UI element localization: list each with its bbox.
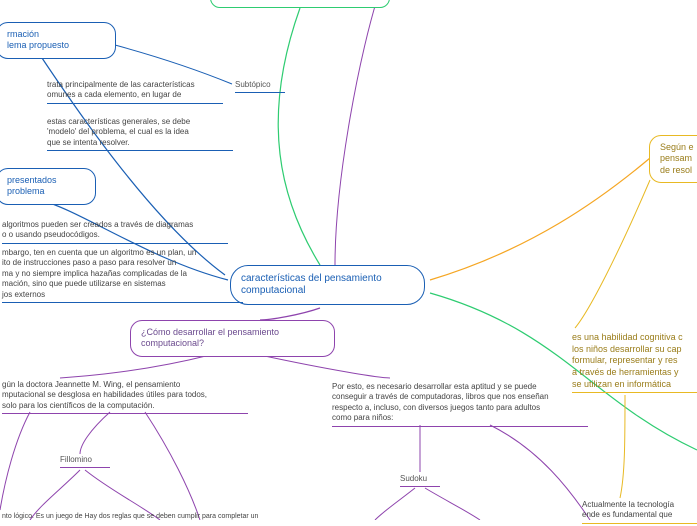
node-bottom_left: nto lógico. Es un juego de Hay dos regla… bbox=[0, 510, 350, 523]
node-habilidad_yellow-underline bbox=[572, 392, 697, 393]
node-formacion[interactable]: rmaciónlema propuesto bbox=[0, 22, 116, 59]
node-sudoku: Sudoku bbox=[400, 474, 440, 487]
node-caracteristicas_text-underline bbox=[47, 103, 223, 104]
node-por_esto_text-underline bbox=[332, 426, 588, 427]
node-formacion-label: rmaciónlema propuesto bbox=[7, 29, 69, 50]
node-wing_text-underline bbox=[2, 413, 248, 414]
node-tecnologia_text-underline bbox=[582, 523, 697, 524]
node-tecnologia_text-label: Actualmente la tecnologíaende es fundame… bbox=[582, 500, 674, 519]
node-segun_yellow[interactable]: Según epensamde resol bbox=[649, 135, 697, 183]
node-fillomino: Fillomino bbox=[60, 455, 110, 468]
central-node[interactable]: características del pensamientocomputaci… bbox=[230, 265, 425, 305]
node-wing_text: gún la doctora Jeannette M. Wing, el pen… bbox=[0, 378, 250, 416]
node-subtopic: Subtópico bbox=[235, 80, 285, 93]
node-fillomino-label: Fillomino bbox=[60, 455, 92, 464]
node-por_esto_text: Por esto, es necesario desarrollar esta … bbox=[330, 380, 590, 429]
node-embargo_text: mbargo, ten en cuenta que un algoritmo e… bbox=[0, 246, 245, 305]
node-tecnologia_text: Actualmente la tecnologíaende es fundame… bbox=[580, 498, 697, 526]
node-caracteristicas_text-label: trata principalmente de las característi… bbox=[47, 80, 195, 99]
node-como_desarrollar-label: ¿Cómo desarrollar el pensamientocomputac… bbox=[141, 327, 279, 348]
node-habilidad_yellow-label: es una habilidad cognitiva clos niños de… bbox=[572, 332, 683, 389]
node-bottom_left-label: nto lógico. Es un juego de Hay dos regla… bbox=[2, 513, 258, 520]
central-label: características del pensamientocomputaci… bbox=[241, 273, 382, 298]
node-wing_text-label: gún la doctora Jeannette M. Wing, el pen… bbox=[2, 380, 207, 410]
node-como_desarrollar[interactable]: ¿Cómo desarrollar el pensamientocomputac… bbox=[130, 320, 335, 357]
node-estas_text-underline bbox=[47, 150, 233, 151]
node-algoritmos_text-underline bbox=[2, 243, 228, 244]
node-estas_text: estas características generales, se debe… bbox=[45, 115, 235, 153]
node-por_esto_text-label: Por esto, es necesario desarrollar esta … bbox=[332, 382, 549, 422]
node-top_green[interactable] bbox=[210, 0, 390, 8]
node-sudoku-underline bbox=[400, 486, 440, 487]
node-caracteristicas_text: trata principalmente de las característi… bbox=[45, 78, 225, 106]
node-subtopic-label: Subtópico bbox=[235, 80, 271, 89]
node-segun_yellow-label: Según epensamde resol bbox=[660, 142, 694, 175]
node-presentados-label: presentadosproblema bbox=[7, 175, 57, 196]
node-sudoku-label: Sudoku bbox=[400, 474, 427, 483]
node-estas_text-label: estas características generales, se debe… bbox=[47, 117, 190, 147]
node-fillomino-underline bbox=[60, 467, 110, 468]
node-algoritmos_text: algoritmos pueden ser creados a través d… bbox=[0, 218, 230, 246]
node-algoritmos_text-label: algoritmos pueden ser creados a través d… bbox=[2, 220, 193, 239]
node-subtopic-underline bbox=[235, 92, 285, 93]
node-embargo_text-label: mbargo, ten en cuenta que un algoritmo e… bbox=[2, 248, 196, 299]
node-habilidad_yellow: es una habilidad cognitiva clos niños de… bbox=[570, 330, 697, 395]
node-embargo_text-underline bbox=[2, 302, 243, 303]
node-presentados[interactable]: presentadosproblema bbox=[0, 168, 96, 205]
